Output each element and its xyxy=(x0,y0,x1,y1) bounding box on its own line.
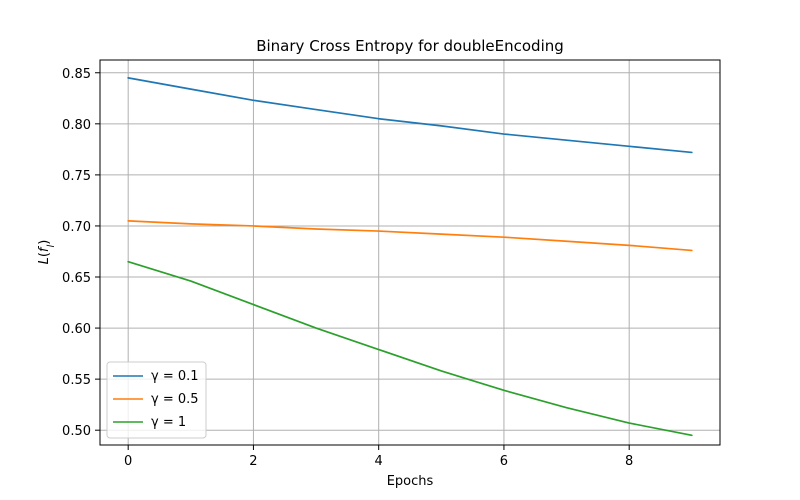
y-axis-label-variable: f xyxy=(37,245,52,252)
y-tick-label: 0.55 xyxy=(62,373,91,388)
x-tick-label: 8 xyxy=(625,454,633,469)
y-tick-label: 0.65 xyxy=(62,271,91,286)
x-tick-label: 0 xyxy=(124,454,132,469)
series-line-0 xyxy=(127,77,693,154)
y-tick-label: 0.75 xyxy=(62,169,91,184)
x-tick-label: 6 xyxy=(500,454,508,469)
x-tick-label: 4 xyxy=(375,454,383,469)
series-line-2 xyxy=(127,260,693,437)
tick-layer: 0 2 4 6 8 0.50 0.55 0.60 0.65 0.70 0.75 0.80 0.85 xyxy=(62,67,633,469)
legend-label-gamma-0-5: γ = 0.5 xyxy=(151,392,199,407)
legend-label-gamma-0-1: γ = 0.1 xyxy=(151,369,199,384)
series-layer xyxy=(127,77,693,437)
y-axis-label-function: L xyxy=(37,257,52,264)
y-tick-label: 0.80 xyxy=(62,118,91,133)
y-axis-label-subscript: l xyxy=(46,244,57,247)
plot-frame xyxy=(99,59,721,446)
chart-title: Binary Cross Entropy for doubleEncoding xyxy=(256,37,564,55)
y-tick-label: 0.70 xyxy=(62,220,91,235)
x-tick-label: 2 xyxy=(249,454,257,469)
legend-label-gamma-1: γ = 1 xyxy=(151,415,186,430)
series-line-1 xyxy=(127,219,693,252)
y-tick-label: 0.60 xyxy=(62,322,91,337)
y-tick-label: 0.85 xyxy=(62,67,91,82)
y-tick-label: 0.50 xyxy=(62,424,91,439)
legend-box xyxy=(106,361,207,439)
legend: γ = 0.1 γ = 0.5 γ = 1 xyxy=(106,361,207,439)
x-axis-label: Epochs xyxy=(387,474,434,489)
y-axis-label: L(fl) xyxy=(37,240,57,265)
